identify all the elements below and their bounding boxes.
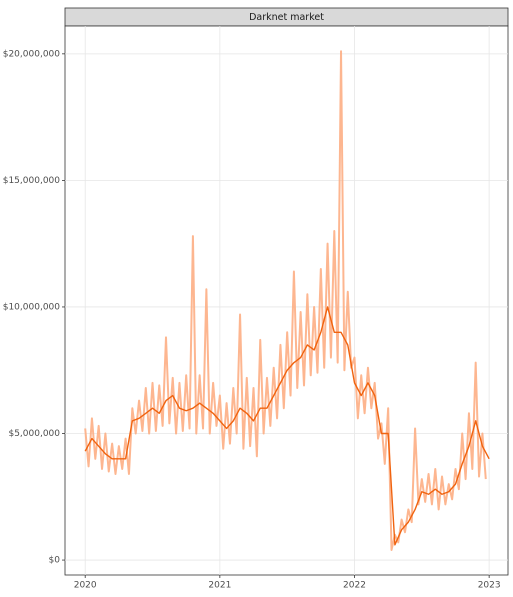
y-tick-label: $15,000,000 <box>3 176 61 186</box>
plot-panel <box>64 25 509 576</box>
y-tick-label: $5,000,000 <box>8 429 60 439</box>
facet-title: Darknet market <box>249 12 324 23</box>
x-tick-label: 2020 <box>74 581 97 591</box>
y-tick-label: $10,000,000 <box>3 302 61 312</box>
x-tick-label: 2021 <box>208 581 231 591</box>
marks <box>84 50 490 551</box>
x-tick-label: 2022 <box>343 581 366 591</box>
y-tick-label: $20,000,000 <box>3 49 61 59</box>
series-line <box>84 306 490 546</box>
axis-labels: $0 $5,000,000 $10,000,000 $15,000,000 $20,00… <box>3 49 501 590</box>
grid <box>65 26 508 575</box>
y-tick-label: $0 <box>49 556 61 566</box>
x-tick-label: 2023 <box>478 581 501 591</box>
